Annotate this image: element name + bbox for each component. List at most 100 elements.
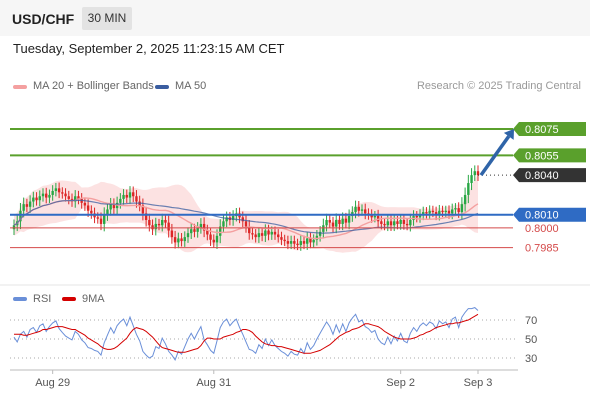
rsi-tick-50: 50: [525, 334, 537, 346]
candle-body: [83, 202, 87, 206]
rsi-lines: [13, 307, 479, 361]
candle-body: [135, 196, 138, 202]
level-label-0.8010: 0.8010: [525, 210, 559, 222]
candle-body: [418, 214, 422, 218]
candle-body: [409, 219, 412, 226]
candle-body: [476, 171, 480, 176]
candle-body: [257, 233, 261, 238]
candle-body: [167, 222, 170, 231]
projection-arrowhead: [503, 129, 514, 140]
candle-body: [331, 222, 335, 227]
candle-body: [193, 229, 196, 232]
x-tick-sep-2: Sep 2: [386, 377, 415, 389]
candle-body: [209, 234, 212, 240]
candle-body: [380, 221, 383, 224]
x-tick-aug-31: Aug 31: [196, 377, 231, 389]
candle-body: [225, 217, 228, 222]
candle-body: [280, 237, 283, 240]
candle-body: [154, 223, 157, 230]
timeframe-button[interactable]: 30 MIN: [82, 7, 132, 30]
candle-body: [32, 197, 35, 202]
candle-body: [161, 219, 164, 226]
candle-body: [467, 183, 470, 195]
candle-body: [309, 238, 312, 243]
candle-body: [186, 233, 190, 238]
candle-body: [386, 221, 389, 226]
candle-body: [447, 210, 451, 214]
candle-body: [264, 230, 267, 236]
level-label-0.8055: 0.8055: [525, 150, 559, 162]
candle-body: [318, 231, 322, 236]
candle-body: [270, 231, 273, 235]
candle-body: [74, 196, 77, 202]
candle-body: [170, 230, 174, 238]
candle-body: [302, 241, 306, 244]
candle-body: [405, 223, 409, 226]
candle-body: [347, 216, 351, 223]
candle-body: [164, 219, 167, 223]
candle-body: [19, 210, 22, 222]
rsi-legend-label: RSI: [33, 293, 52, 305]
candle-body: [315, 235, 319, 240]
candle-body: [99, 218, 103, 224]
candle-body: [35, 197, 38, 201]
candle-body: [428, 210, 431, 214]
candle-body: [132, 192, 135, 197]
candle-body: [177, 238, 180, 243]
candle-body: [206, 230, 209, 235]
candle-body: [212, 239, 215, 243]
candle-body: [109, 204, 112, 210]
candle-body: [399, 219, 402, 224]
level-label-0.8040: 0.8040: [525, 170, 559, 182]
candle-body: [125, 194, 128, 198]
candle-body: [473, 171, 476, 176]
ma50-legend-swatch: [155, 85, 169, 89]
bollinger-fill: [14, 174, 478, 253]
candle-body: [286, 241, 290, 244]
candle-body: [96, 217, 99, 219]
rsi-tick-70: 70: [525, 315, 537, 327]
candle-body: [396, 221, 399, 224]
candle-body: [451, 209, 454, 214]
projection-arrow: [479, 135, 511, 177]
candle-body: [22, 204, 25, 211]
candle-body: [312, 239, 315, 243]
candle-body: [151, 225, 154, 230]
candle-body: [463, 194, 467, 205]
candle-body: [222, 221, 225, 227]
rsi-line: [13, 307, 479, 361]
candle-body: [157, 223, 161, 226]
candle-body: [67, 196, 70, 199]
candle-body: [48, 194, 51, 198]
level-label-0.8075: 0.8075: [525, 124, 559, 136]
candle-body: [41, 193, 45, 197]
candle-body: [28, 201, 32, 207]
candle-body: [354, 206, 357, 213]
candle-body: [444, 210, 447, 213]
candle-body: [457, 208, 460, 213]
candle-body: [438, 210, 441, 215]
candle-body: [244, 221, 248, 227]
candle-body: [306, 238, 309, 244]
candle-body: [296, 243, 299, 246]
candle-body: [322, 225, 325, 232]
candle-body: [190, 229, 193, 234]
candle-body: [128, 192, 132, 198]
rsi-tick-30: 30: [525, 353, 537, 365]
candle-body: [215, 235, 219, 243]
candle-body: [119, 198, 122, 203]
candle-body: [45, 193, 48, 198]
candle-body: [415, 216, 418, 218]
candle-body: [373, 216, 377, 218]
level-badge-0.8075: [513, 122, 586, 137]
candle-body: [202, 223, 206, 231]
candle-body: [454, 208, 457, 210]
candle-body: [196, 227, 199, 232]
candle-body: [441, 210, 444, 213]
candle-body: [103, 214, 106, 224]
candle-body: [241, 217, 244, 222]
candle-body: [338, 219, 341, 224]
candle-body: [12, 225, 16, 230]
candle-body: [267, 230, 270, 235]
rsi-ma-legend-label: 9MA: [82, 293, 105, 305]
